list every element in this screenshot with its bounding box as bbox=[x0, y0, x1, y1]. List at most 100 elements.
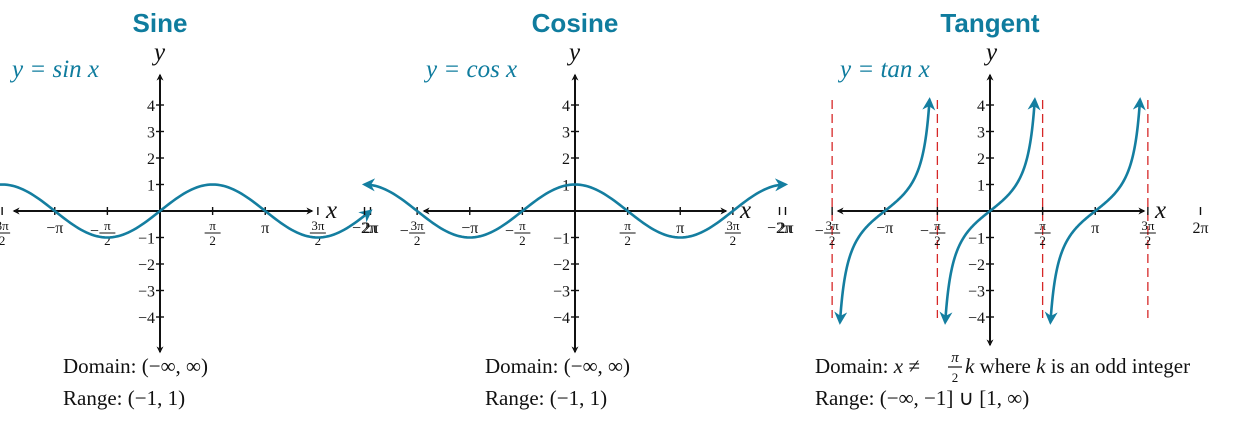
y-tick-label: 4 bbox=[562, 98, 570, 115]
x-tick-label: 2π bbox=[362, 220, 378, 237]
axes: x y bbox=[422, 39, 751, 354]
domain-condition: k where k is an odd integer bbox=[965, 354, 1190, 378]
tan-curve bbox=[1044, 97, 1146, 325]
chart-title: Sine bbox=[133, 8, 188, 38]
domain-text: Domain: (−∞, ∞) bbox=[485, 354, 630, 378]
domain-neq: ≠ bbox=[903, 354, 920, 378]
axes: x y bbox=[12, 39, 337, 354]
x-tick-label: 2π bbox=[777, 220, 793, 237]
x-tick-numerator: 3π bbox=[0, 218, 9, 233]
domain-fraction-numerator: π bbox=[951, 350, 959, 366]
range-text: Range: (−∞, −1] ∪ [1, ∞) bbox=[815, 386, 1029, 410]
y-tick-label: 2 bbox=[562, 151, 570, 168]
domain-text: Domain: (−∞, ∞) bbox=[63, 354, 208, 378]
y-tick-label: −4 bbox=[553, 310, 570, 327]
x-tick-numerator: 3π bbox=[826, 218, 840, 233]
y-tick-label: 1 bbox=[147, 178, 155, 195]
y-tick-label: −2 bbox=[553, 257, 570, 274]
y-tick-label: −3 bbox=[553, 284, 570, 301]
sine-chart: Sine y = sin x x y −2π−3π2−π−π2π2π3π22π … bbox=[0, 8, 379, 410]
x-axis-label: x bbox=[1154, 197, 1166, 224]
domain-k: k bbox=[965, 354, 975, 378]
domain-k2: k bbox=[1036, 354, 1046, 378]
y-tick-label: −3 bbox=[138, 284, 155, 301]
curves bbox=[834, 97, 1146, 325]
x-tick-denominator: 2 bbox=[934, 233, 941, 248]
x-tick-label: π bbox=[261, 220, 269, 237]
x-tick-sign: − bbox=[505, 223, 514, 240]
x-tick-numerator: 3π bbox=[411, 218, 425, 233]
x-tick-sign: − bbox=[920, 223, 929, 240]
x-tick-denominator: 2 bbox=[104, 233, 111, 248]
y-tick-label: −1 bbox=[138, 231, 155, 248]
x-tick-numerator: π bbox=[209, 218, 216, 233]
domain-fraction-denominator: 2 bbox=[952, 370, 959, 385]
domain-variable: x bbox=[893, 354, 904, 378]
x-axis-label: x bbox=[325, 197, 337, 224]
x-tick-numerator: π bbox=[934, 218, 941, 233]
y-tick-label: −2 bbox=[968, 257, 985, 274]
range-text: Range: (−1, 1) bbox=[63, 386, 185, 410]
curves bbox=[361, 178, 789, 239]
equation-label: y = cos x bbox=[423, 56, 517, 83]
y-tick-label: −1 bbox=[553, 231, 570, 248]
chart-title: Cosine bbox=[532, 8, 619, 38]
x-tick-denominator: 2 bbox=[0, 233, 5, 248]
x-tick-sign: − bbox=[400, 223, 409, 240]
sin-curve bbox=[0, 183, 373, 239]
y-tick-label: 3 bbox=[562, 125, 570, 142]
domain-where: where bbox=[974, 354, 1036, 378]
x-tick-denominator: 2 bbox=[829, 233, 836, 248]
y-tick-label: −4 bbox=[968, 310, 985, 327]
x-tick-label: −2π bbox=[352, 220, 377, 237]
y-tick-label: 4 bbox=[977, 98, 985, 115]
y-tick-label: 1 bbox=[977, 178, 985, 195]
y-axis-label: y bbox=[566, 39, 581, 66]
y-tick-label: −4 bbox=[138, 310, 155, 327]
x-tick-label: −π bbox=[46, 220, 63, 237]
x-tick-numerator: π bbox=[624, 218, 631, 233]
y-tick-label: −2 bbox=[138, 257, 155, 274]
asymptotes bbox=[831, 100, 1149, 318]
x-tick-denominator: 2 bbox=[519, 233, 526, 248]
y-tick-label: −3 bbox=[968, 284, 985, 301]
y-tick-label: −1 bbox=[968, 231, 985, 248]
x-tick-denominator: 2 bbox=[730, 233, 737, 248]
x-tick-sign: − bbox=[815, 223, 824, 240]
y-tick-label: 3 bbox=[977, 125, 985, 142]
x-tick-numerator: 3π bbox=[726, 218, 740, 233]
curves bbox=[0, 183, 373, 239]
x-tick-numerator: π bbox=[104, 218, 111, 233]
domain-prefix: Domain: bbox=[815, 354, 894, 378]
x-tick-label: π bbox=[676, 220, 684, 237]
y-tick-label: 2 bbox=[147, 151, 155, 168]
domain-tail: is an odd integer bbox=[1045, 354, 1190, 378]
x-tick-denominator: 2 bbox=[209, 233, 216, 248]
y-ticks: −4 −3 −2 −1 1 2 3 4 bbox=[138, 98, 164, 327]
x-tick-denominator: 2 bbox=[315, 233, 322, 248]
x-tick-denominator: 2 bbox=[1039, 233, 1046, 248]
range-text: Range: (−1, 1) bbox=[485, 386, 607, 410]
y-axis-label: y bbox=[983, 39, 998, 66]
x-tick-sign: − bbox=[90, 223, 99, 240]
chart-title: Tangent bbox=[940, 8, 1040, 38]
x-tick-label: 2π bbox=[1192, 220, 1208, 237]
x-tick-denominator: 2 bbox=[624, 233, 631, 248]
y-tick-label: 3 bbox=[147, 125, 155, 142]
x-tick-label: −π bbox=[461, 220, 478, 237]
cos-curve bbox=[361, 178, 789, 239]
y-tick-label: 4 bbox=[147, 98, 155, 115]
x-tick-numerator: 3π bbox=[1141, 218, 1155, 233]
x-tick-label: −π bbox=[876, 220, 893, 237]
x-tick-denominator: 2 bbox=[1145, 233, 1152, 248]
y-axis-label: y bbox=[151, 39, 166, 66]
x-tick-numerator: π bbox=[1039, 218, 1046, 233]
x-tick-numerator: 3π bbox=[311, 218, 325, 233]
equation-label: y = sin x bbox=[9, 56, 99, 83]
x-tick-denominator: 2 bbox=[414, 233, 421, 248]
